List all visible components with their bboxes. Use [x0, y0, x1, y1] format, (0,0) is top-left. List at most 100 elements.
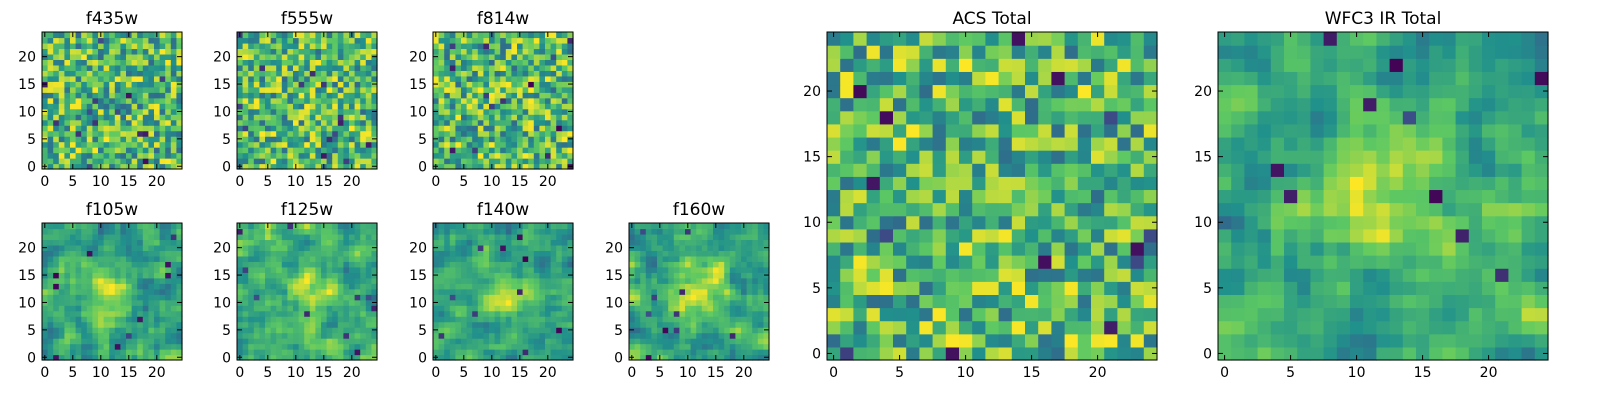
heatmap-cell — [165, 42, 172, 50]
heatmap-cell — [326, 37, 333, 44]
heatmap-cell — [81, 147, 88, 154]
heatmap-cell — [287, 64, 294, 71]
heatmap-cell — [120, 86, 127, 93]
heatmap-cell — [972, 281, 986, 295]
heatmap-cell — [757, 255, 764, 262]
heatmap-cell — [92, 299, 99, 306]
heatmap-cell — [640, 349, 647, 356]
heatmap-cell — [533, 266, 540, 273]
heatmap-cell — [556, 244, 563, 251]
heatmap-cell — [533, 299, 540, 306]
heatmap-cell — [253, 310, 260, 317]
heatmap-cell — [853, 281, 868, 295]
heatmap-cell — [114, 114, 121, 121]
heatmap-cell — [866, 281, 881, 295]
heatmap-cell — [58, 32, 65, 39]
heatmap-cell — [276, 48, 283, 55]
heatmap-cell — [477, 42, 484, 50]
heatmap-cell — [718, 244, 725, 251]
heatmap-cell — [668, 223, 675, 230]
heatmap-cell — [853, 307, 868, 322]
heatmap-cell — [696, 327, 703, 334]
heatmap-cell — [170, 163, 177, 170]
heatmap-cell — [545, 97, 552, 104]
heatmap-cell — [550, 288, 557, 295]
heatmap-cell — [259, 283, 266, 290]
heatmap-cell — [58, 233, 65, 241]
heatmap-cell — [86, 261, 93, 268]
heatmap-cell — [517, 255, 524, 262]
heatmap-cell — [472, 70, 479, 77]
heatmap-cell — [309, 75, 316, 82]
heatmap-cell — [701, 239, 708, 246]
heatmap-cell — [58, 114, 65, 121]
heatmap-cell — [1117, 255, 1132, 269]
heatmap-cell — [253, 125, 260, 132]
heatmap-cell — [131, 354, 138, 361]
heatmap-cell — [281, 141, 288, 148]
heatmap-cell — [109, 310, 116, 317]
heatmap-cell — [517, 86, 524, 93]
heatmap-cell — [757, 266, 764, 273]
heatmap-cell — [724, 283, 731, 290]
heatmap-cell — [449, 349, 456, 356]
heatmap-cell — [640, 261, 647, 268]
heatmap-cell — [500, 97, 507, 104]
heatmap-cell — [696, 305, 703, 312]
heatmap-cell — [477, 283, 484, 290]
heatmap-cell — [309, 86, 316, 93]
heatmap-cell — [75, 48, 82, 55]
heatmap-cell — [511, 42, 518, 50]
heatmap-cell — [972, 320, 986, 335]
heatmap-cell — [103, 233, 110, 241]
heatmap-cell — [332, 75, 339, 82]
heatmap-cell — [170, 321, 177, 328]
heatmap-cell — [103, 108, 110, 115]
heatmap-cell — [337, 321, 344, 328]
heatmap-cell — [827, 320, 841, 335]
heatmap-cell — [634, 261, 641, 268]
heatmap-cell — [696, 338, 703, 345]
heatmap-cell — [500, 283, 507, 290]
heatmap-cell — [500, 239, 507, 246]
heatmap-cell — [444, 141, 451, 148]
heatmap-cell — [959, 346, 973, 361]
heatmap-cell — [545, 81, 552, 88]
heatmap-cell — [47, 349, 54, 356]
heatmap-cell — [159, 299, 166, 306]
heatmap-cell — [505, 266, 512, 273]
heatmap-cell — [545, 239, 552, 246]
heatmap-cell — [517, 250, 524, 257]
heatmap-cell — [985, 228, 1000, 243]
heatmap-cell — [365, 261, 372, 268]
heatmap-cell — [556, 147, 563, 154]
heatmap-cell — [148, 223, 155, 230]
heatmap-cell — [455, 338, 462, 345]
heatmap-cell — [438, 92, 445, 99]
heatmap-cell — [466, 261, 473, 268]
heatmap-cell — [326, 255, 333, 262]
heatmap-cell — [550, 255, 557, 262]
heatmap-cell — [154, 42, 161, 50]
heatmap-cell — [500, 53, 507, 60]
heatmap-cell — [309, 283, 316, 290]
heatmap-cell — [159, 310, 166, 317]
heatmap-cell — [752, 244, 759, 251]
heatmap-cell — [309, 299, 316, 306]
heatmap-cell — [120, 343, 127, 350]
heatmap-cell — [281, 261, 288, 268]
heatmap-cell — [321, 305, 328, 312]
heatmap-cell — [270, 92, 277, 99]
heatmap-cell — [483, 266, 490, 273]
heatmap-cell — [539, 294, 546, 301]
heatmap-cell — [741, 266, 748, 273]
heatmap-cell — [120, 152, 127, 159]
heatmap-cell — [265, 310, 272, 317]
heatmap-cell — [640, 266, 647, 273]
heatmap-cell — [253, 48, 260, 55]
heatmap-cell — [533, 32, 540, 39]
heatmap-cell — [489, 37, 496, 44]
heatmap-cell — [634, 332, 641, 339]
heatmap-cell — [561, 310, 568, 317]
heatmap-cell — [103, 81, 110, 88]
